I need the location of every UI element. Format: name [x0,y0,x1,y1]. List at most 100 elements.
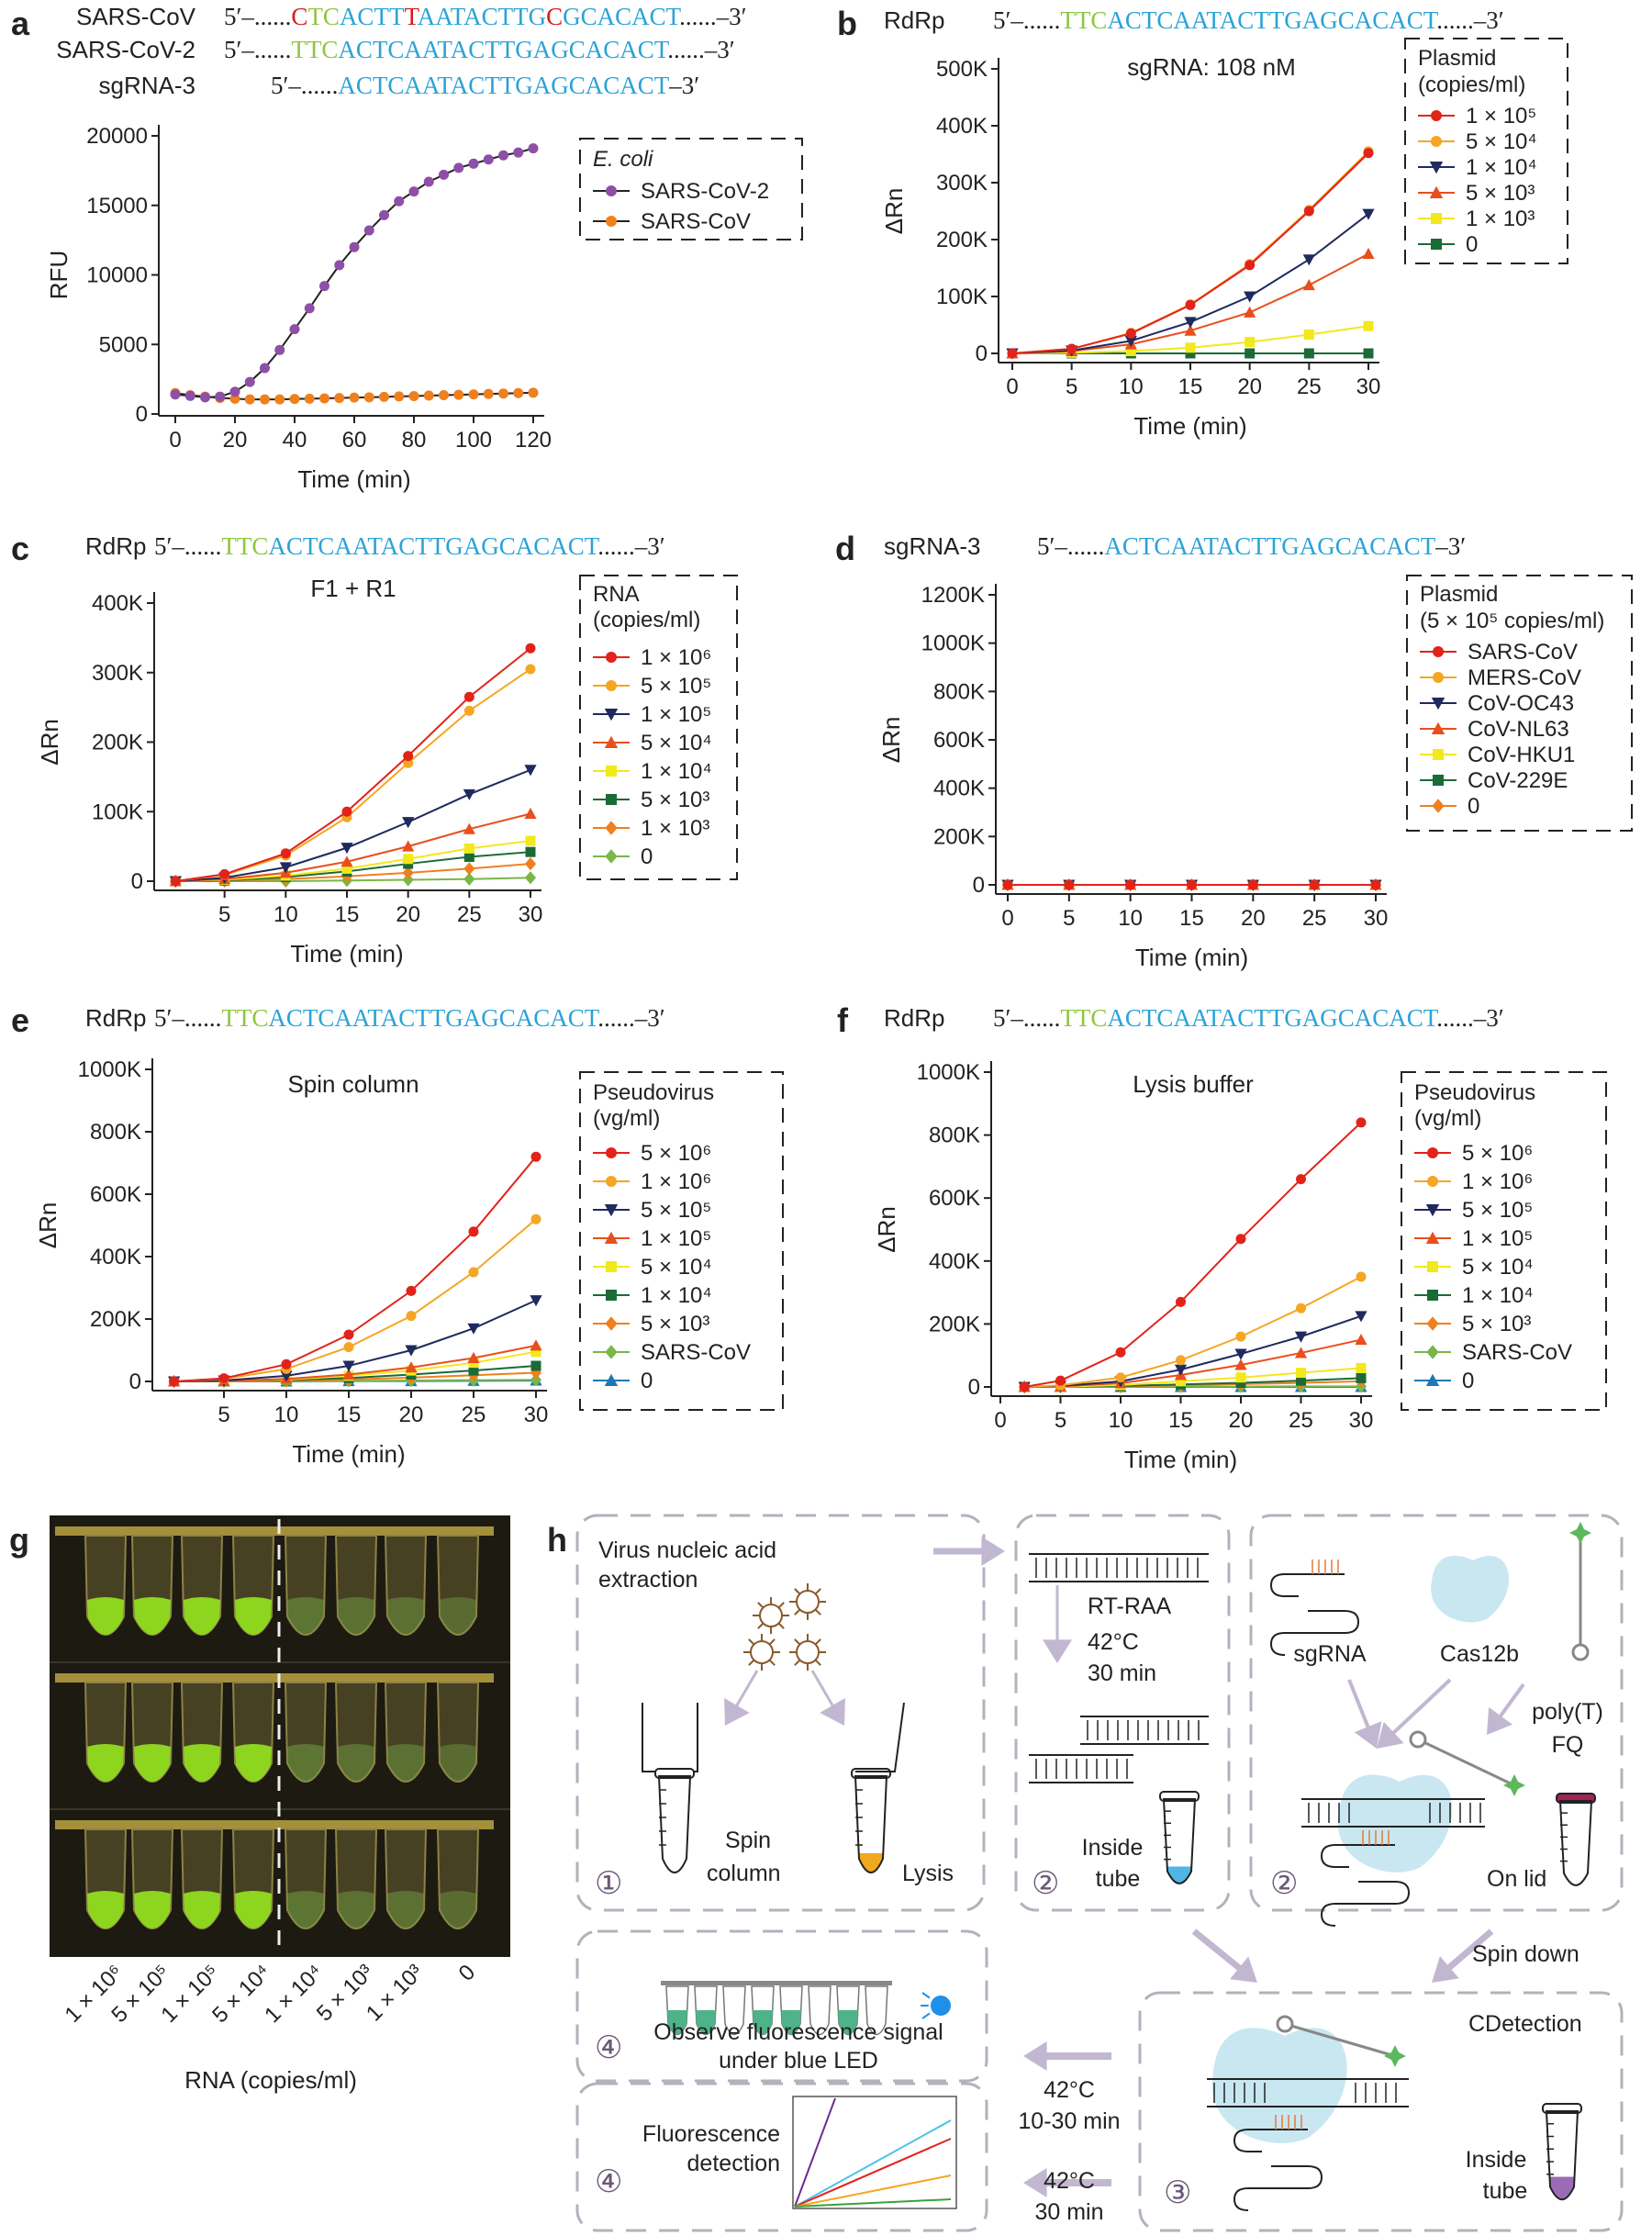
sequence-segment: TTC [291,36,338,63]
sequence-segment: AATACTTG [418,3,546,30]
x-tick-label: 10 [274,1403,299,1427]
inside-tube-label-3: Inside [1466,2147,1527,2173]
seq-sgrna-3-sequence: 5′–......ACTCAATACTTGAGCACACT–3′ [271,72,699,99]
fluor-detection-label-2: detection [687,2151,780,2176]
seq-d-sgrna-3-sequence: 5′–......ACTCAATACTTGAGCACACT–3′ [1037,532,1466,560]
legend-marker [1431,239,1442,250]
strip-lid [55,1526,494,1536]
observe-temp: 42°C [1044,2077,1095,2103]
sequence-segment: ACTCAATACTTGAGCACACT [268,1004,599,1032]
data-point [341,806,352,817]
tube-body [436,1828,480,1929]
data-point [408,186,419,197]
legend-marker [606,680,617,691]
legend-title: Plasmid [1420,582,1498,607]
data-point [406,1285,417,1296]
legend-entry: 0 [1420,794,1479,819]
x-tick-label: 20 [1237,375,1262,399]
data-point [1176,1296,1186,1307]
sequence-segment: 5′–...... [154,1004,221,1032]
legend-box [1404,38,1568,264]
sequence-segment: TTC [221,1004,268,1032]
legend-marker [605,1316,618,1331]
data-point [524,856,537,871]
probe-label: poly(T) [1532,1699,1603,1725]
chart-e: 0 200K 400K 600K 800K 1000K 5 10 15 20 25 30 Time (m… [34,1057,784,1468]
sequence-segment: 5′–...... [154,532,221,560]
rtraa-tube-icon [1159,1791,1200,1884]
sequence-segment: C [291,3,307,30]
data-point [463,843,474,854]
x-tick-label: 0 [1001,906,1013,931]
data-point [467,1323,480,1335]
lane-label: 1 × 10⁴ [260,1960,328,2028]
data-point [525,846,536,857]
y-axis-label: ΔRn [880,188,908,235]
data-point [423,176,434,187]
data-point [1187,879,1197,890]
data-point [394,196,405,207]
data-point [468,389,479,400]
series-5×10⁶ [1019,1117,1367,1392]
seq-sars-cov-2-sequence: 5′–......TTCACTCAATACTTGAGCACACT......–3… [224,36,735,63]
fluor-detection-label: Fluorescence [642,2121,780,2147]
sequence-segment: GCACACT [563,3,682,30]
panel-letter-f: f [837,1001,849,1039]
legend-label: 1 × 10⁶ [641,1169,711,1194]
data-point [1356,1271,1367,1282]
x-tick-label: 15 [335,902,360,927]
legend-entry: 5 × 10⁴ [593,731,712,755]
legend-label: 5 × 10⁵ [641,1198,711,1223]
x-axis-label: Time (min) [292,1440,405,1468]
tube-fluorescence [184,1744,220,1782]
tube-fluorescence [338,1597,374,1635]
legend-label: CoV-NL63 [1468,717,1569,742]
legend-entry: 1 × 10⁶ [593,1169,711,1194]
spin-column-label: Spin [725,1828,771,1853]
mini-chart-line [794,2097,836,2208]
data-point [405,1361,418,1373]
legend-title: (vg/ml) [1414,1106,1481,1131]
legend-label: 1 × 10³ [641,816,709,841]
legend-entry: SARS-CoV-2 [593,179,769,204]
x-tick-label: 25 [1289,1408,1313,1433]
lysis-tube-frame [855,1702,905,1772]
data-point [342,1360,355,1372]
legend-label: 1 × 10⁶ [1462,1169,1533,1194]
data-point [463,788,475,800]
sequence-segment: TTC [1060,6,1107,34]
sequence-segment: ACTCAATACTTGAGCACACT [338,36,669,63]
legend-marker [605,821,618,835]
sequence-segment: ......–3′ [679,3,746,30]
legend-label: CoV-HKU1 [1468,743,1575,767]
data-point [379,209,389,220]
y-tick-label: 5000 [99,332,148,357]
tube-fluorescence [184,1891,220,1929]
data-point [525,835,536,846]
data-point [394,391,405,402]
legend-marker [1431,136,1442,147]
legend-marker [1425,1204,1440,1217]
x-tick-label: 5 [218,1403,229,1427]
x-tick-label: 60 [342,428,367,453]
seq-sars-cov-label: SARS-CoV [76,3,196,30]
data-point [219,868,230,879]
strip-lid [55,1673,494,1683]
sequence-segment: ......–3′ [1436,6,1503,34]
data-point [1125,879,1136,890]
sequence-segment: ......–3′ [597,1004,664,1032]
tube-fluorescence [287,1597,324,1635]
x-tick-label: 15 [1168,1408,1193,1433]
strip-tube [808,1985,832,2036]
chart-annotation: sgRNA: 108 nM [1127,53,1296,81]
series-SARS-CoV-2 [170,143,539,403]
sequence-segment: ACTCAATACTTGAGCACACT [268,532,599,560]
mini-chart-line [794,2198,952,2208]
tube [84,1535,128,1636]
panel-letter-e: e [11,1001,29,1039]
panel-letter-c: c [11,530,29,567]
y-axis-label: ΔRn [36,719,63,766]
mini-chart-line [794,2138,952,2208]
